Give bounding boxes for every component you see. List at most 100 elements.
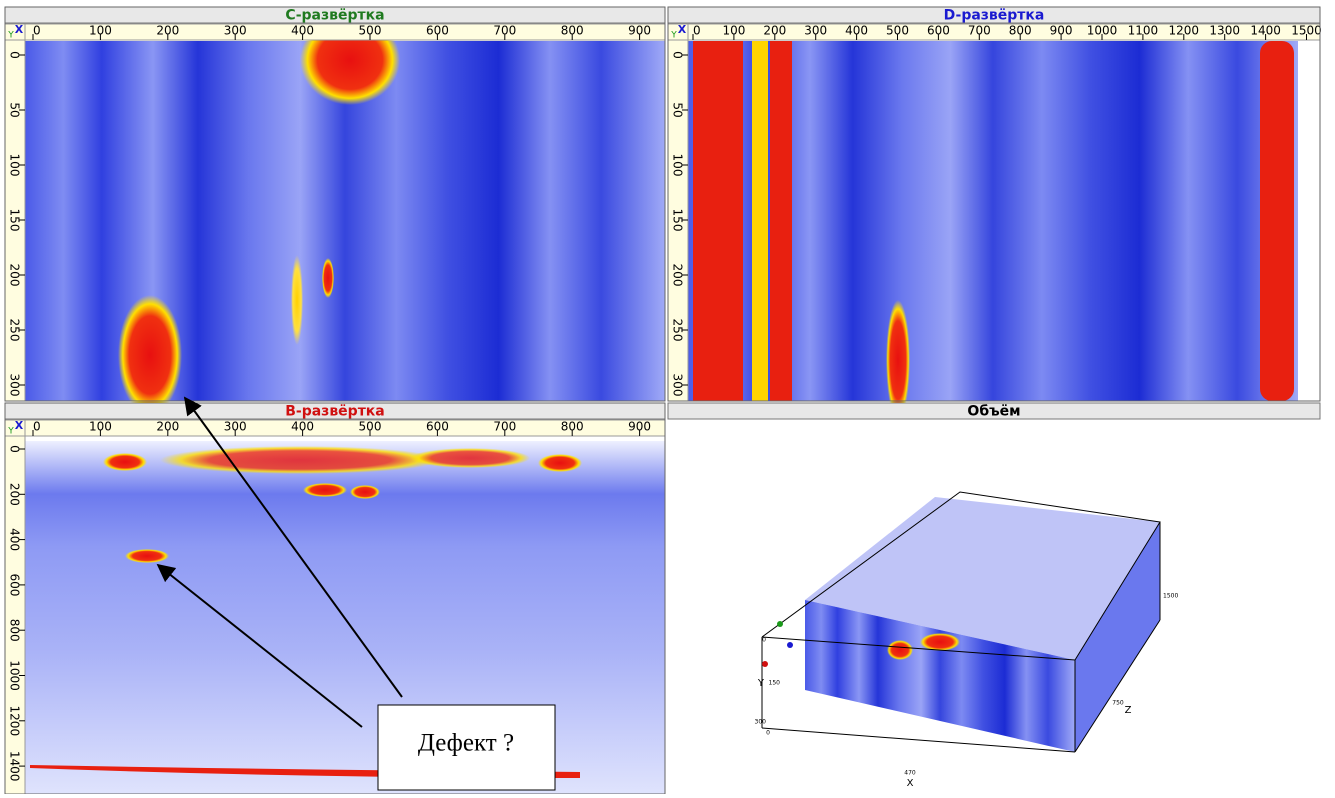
x-tick-label: 700 [968,24,991,38]
panel-title-bar [667,402,1321,420]
heat-stripe [693,41,743,401]
y-tick-label: 1400 [8,751,22,782]
corner-x: X [678,23,687,36]
y-tick-label: 1200 [8,706,22,737]
x-tick-label: 1300 [1209,24,1240,38]
x-tick-label: 500 [886,24,909,38]
corner-y: Y [670,31,677,41]
panel-title: Объём [967,404,1020,420]
x-tick-label: 1200 [1169,24,1200,38]
panel-title: С-развёртка [285,8,384,24]
annotation-arrow [156,563,363,728]
y-tick-label: 400 [8,528,22,551]
axis-dot [777,621,783,627]
x-tick-label: 0 [33,24,41,38]
y-tick-label: 1000 [8,660,22,691]
heat-stripe [770,41,792,401]
y-tick-label: 800 [8,619,22,642]
x-tick-label: 500 [359,420,382,434]
x-tick-label: 800 [561,420,584,434]
x-tick-label: 400 [291,420,314,434]
x-tick-label: 600 [426,24,449,38]
annotation-arrow [183,396,403,698]
panel-frame [4,6,666,402]
volume-frame [761,491,1161,753]
y-tick-label: 300 [671,374,685,397]
y-tick-label: 200 [671,264,685,287]
volume-axis-label: 0 [762,637,766,644]
heat-stripe [1260,41,1294,401]
y-tick-label: 150 [8,209,22,232]
x-tick-label: 900 [628,24,651,38]
y-tick-label: 300 [8,374,22,397]
annotation-box [377,704,556,791]
volume-top [805,497,1160,660]
volume-front [805,600,1075,752]
axis-dot [762,661,768,667]
heat-blob [322,258,334,298]
volume-axis-label: Y [757,678,765,689]
volume-axis-label: 150 [769,680,781,687]
x-tick-label: 400 [845,24,868,38]
x-tick-label: 600 [927,24,950,38]
y-tick-label: 200 [8,483,22,506]
x-tick-label: 1500 [1291,24,1322,38]
x-tick-label: 200 [156,420,179,434]
corner-y: Y [7,427,14,437]
volume-axis-label: 0 [766,730,770,737]
heat-blob [886,300,910,420]
x-tick-label: 700 [493,420,516,434]
x-tick-label: 300 [804,24,827,38]
x-tick-label: 1000 [1087,24,1118,38]
x-tick-label: 500 [359,24,382,38]
volume-axis-label: Z [1125,705,1132,716]
heat-blob [303,483,347,497]
volume-axis-label: 750 [1112,700,1124,707]
x-tick-label: 200 [763,24,786,38]
heat-blob [118,295,182,415]
x-tick-label: 900 [1050,24,1073,38]
panel-title: D-развёртка [944,8,1045,24]
y-tick-label: 0 [8,51,22,59]
x-tick-label: 300 [224,24,247,38]
volume-axis-label: 300 [755,719,767,726]
y-tick-label: 250 [8,319,22,342]
x-tick-label: 800 [1009,24,1032,38]
x-tick-label: 300 [224,420,247,434]
volume-axis-label: X [907,778,914,789]
heat-blob [103,453,147,471]
panel-frame [667,6,1321,402]
volume-side [1075,522,1160,752]
y-tick-label: 100 [671,154,685,177]
y-tick-label: 150 [671,209,685,232]
x-tick-label: 600 [426,420,449,434]
heatmaps [25,15,1298,794]
x-tick-label: 1400 [1250,24,1281,38]
heat-blob [538,454,582,472]
corner-x: X [15,419,24,432]
x-tick-label: 1100 [1128,24,1159,38]
y-tick-label: 100 [8,154,22,177]
heat-blob [291,255,303,345]
x-tick-label: 0 [693,24,701,38]
x-tick-label: 100 [722,24,745,38]
panel-title: B-развёртка [285,404,385,420]
x-tick-label: 0 [33,420,41,434]
volume-axis-label: 1500 [1163,593,1178,600]
x-tick-label: 100 [89,24,112,38]
annotation-text: Дефект ? [418,730,514,757]
heat-blob [920,633,960,651]
y-tick-label: 50 [671,102,685,117]
x-tick-label: 700 [493,24,516,38]
y-tick-label: 200 [8,264,22,287]
heat-blob [125,549,169,563]
y-tick-label: 0 [8,445,22,453]
heat-blob [350,485,380,499]
x-tick-label: 100 [89,420,112,434]
corner-y: Y [7,31,14,41]
y-tick-label: 600 [8,573,22,596]
y-tick-label: 0 [671,51,685,59]
heat-blob [887,640,913,660]
